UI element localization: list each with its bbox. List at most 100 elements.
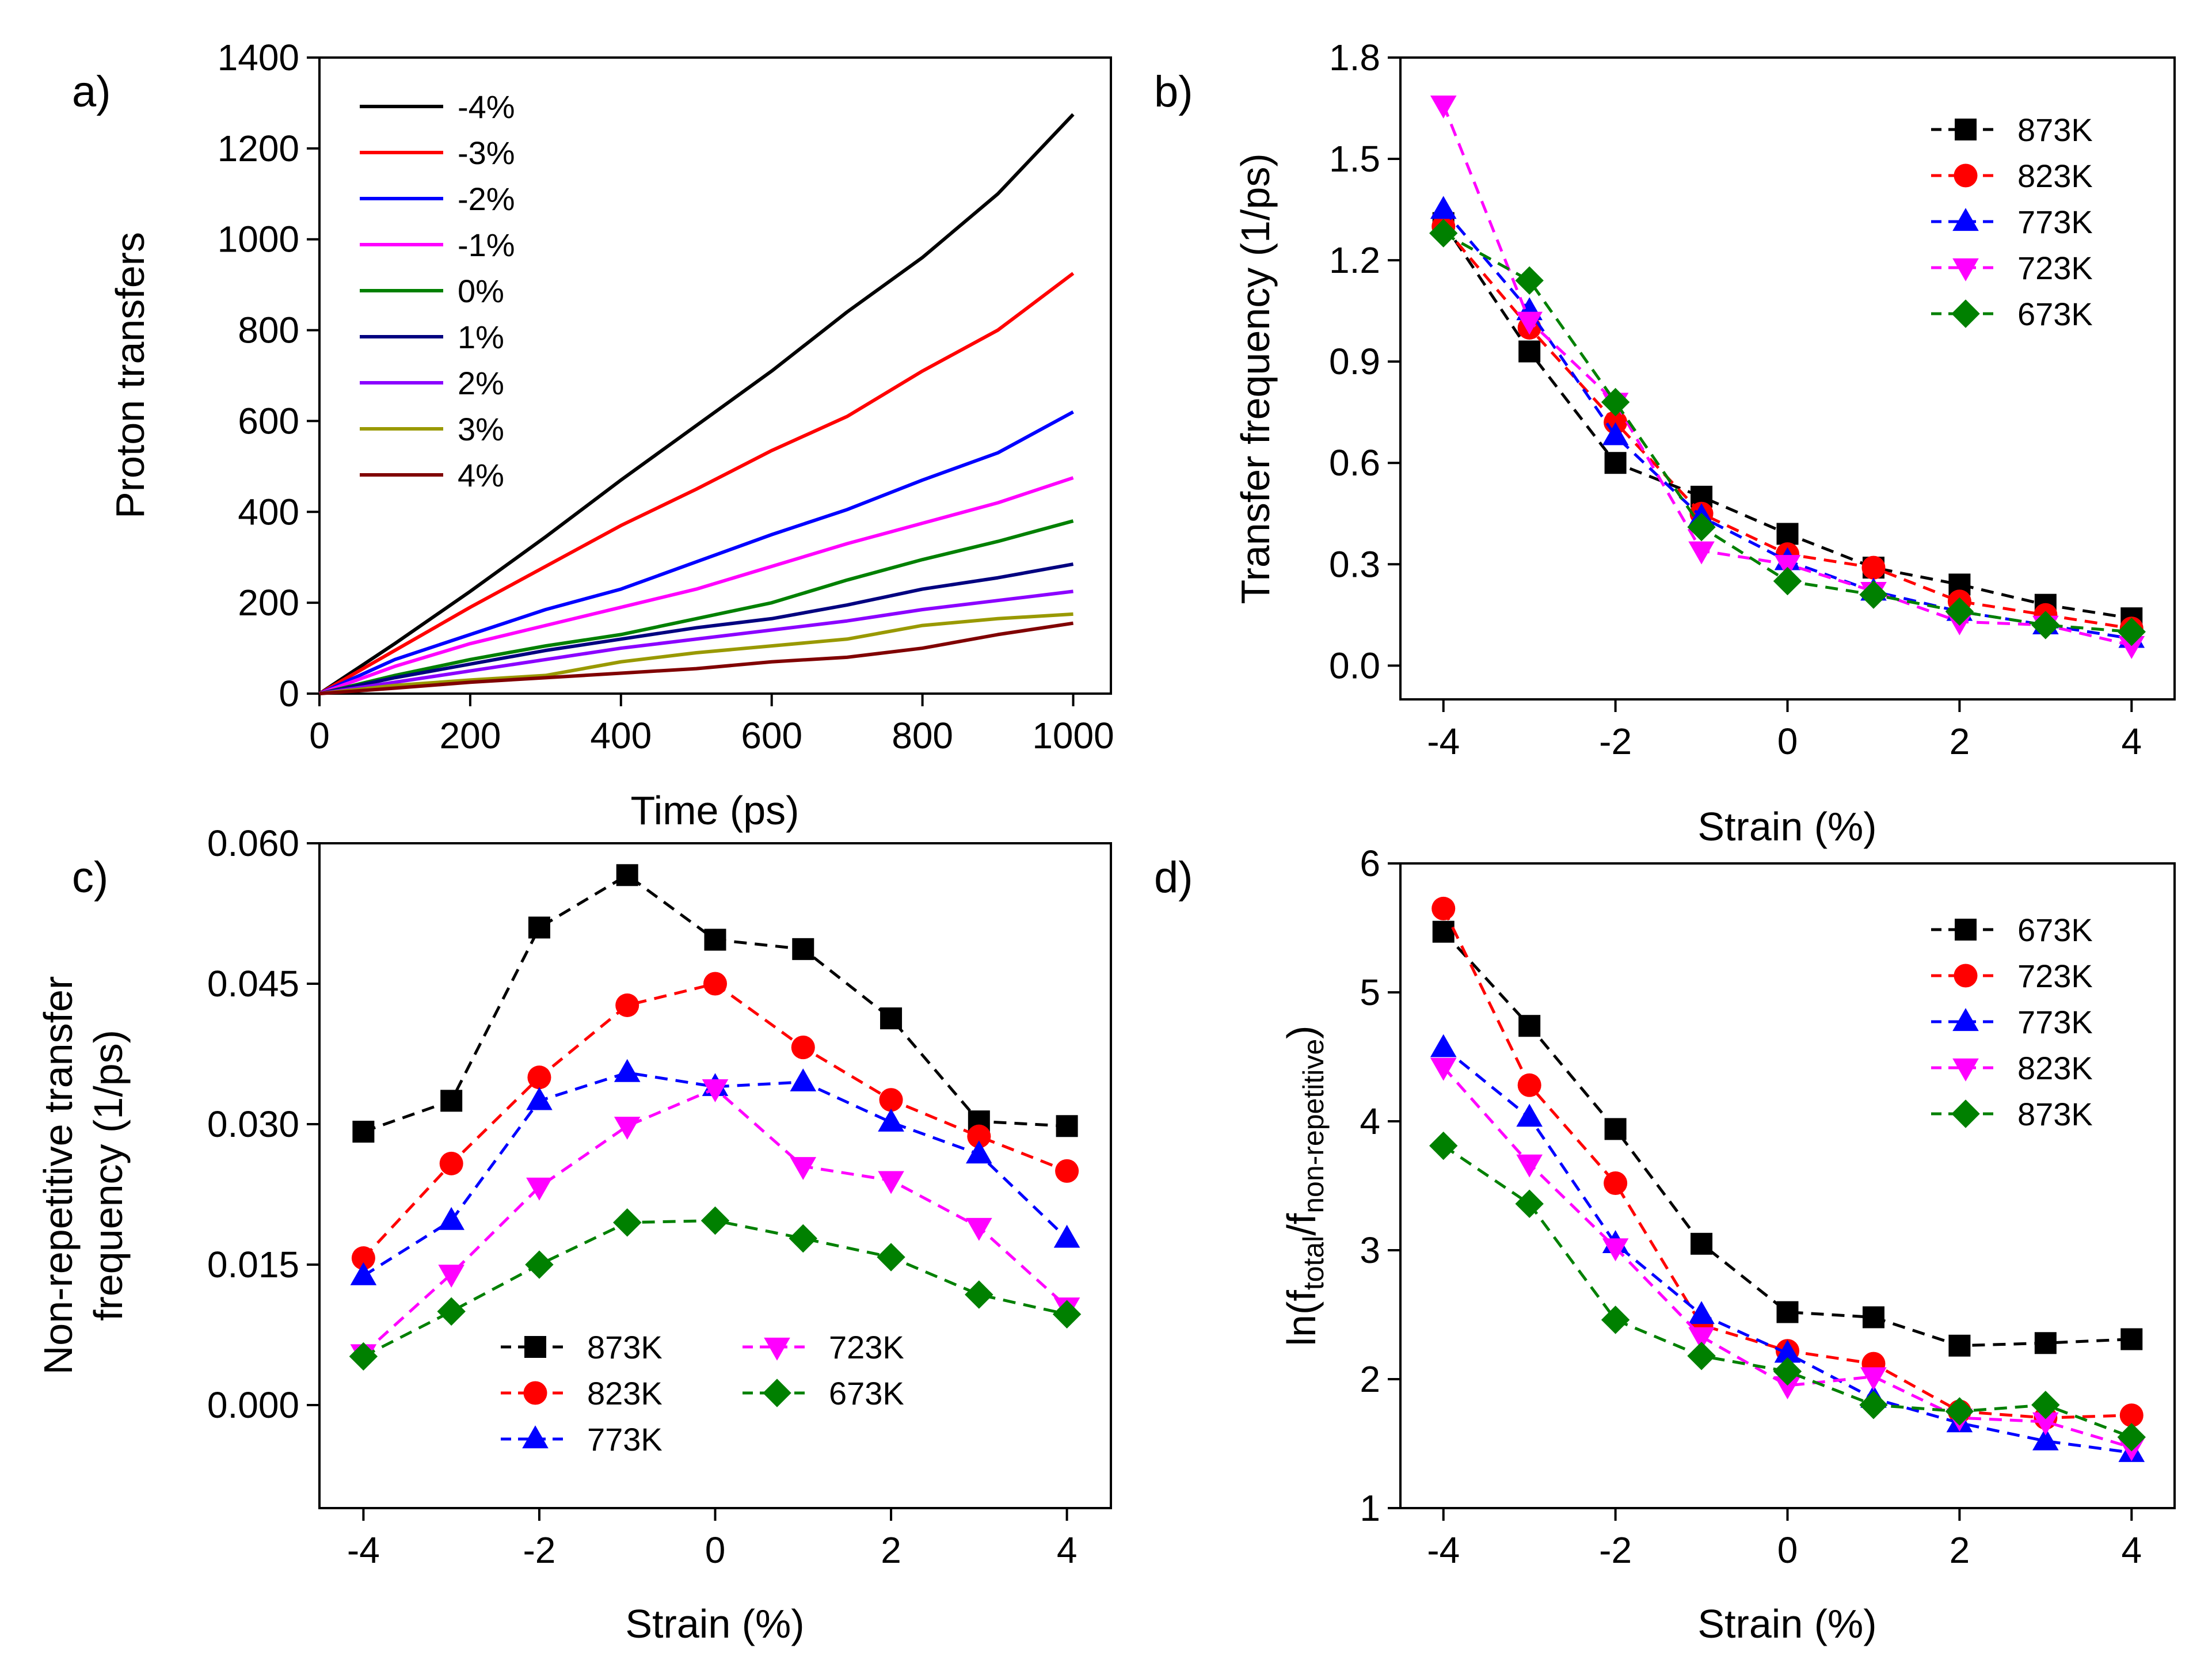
data-point-773K [790, 1068, 817, 1091]
data-point-723K [438, 1265, 465, 1288]
data-point-873K [1056, 1115, 1078, 1137]
data-point-873K [1945, 1397, 1974, 1426]
legend-marker-823K [523, 1381, 547, 1405]
data-point-873K [1687, 1341, 1716, 1371]
x-tick-label: -2 [523, 1529, 555, 1571]
panel-a: a) Time (ps) Proton transfers 0 200 400 600… [72, 37, 1114, 833]
legend-label-723K: 723K [2017, 958, 2093, 994]
legend-label-873K: 873K [2017, 112, 2093, 148]
legend-marker-773K [522, 1425, 549, 1449]
panel-c-series [349, 864, 1082, 1371]
x-tick-label: 2 [1950, 721, 1970, 762]
data-point-673K [1429, 219, 1458, 248]
series-line--4% [318, 113, 1075, 695]
x-tick-label: 800 [892, 715, 953, 756]
data-point-873K [792, 938, 814, 960]
data-point-773K [1053, 1224, 1080, 1248]
data-point-823K [351, 1246, 375, 1270]
legend-marker-723K [764, 1337, 790, 1361]
series-line-4% [319, 621, 1073, 695]
series-line-1% [319, 562, 1074, 695]
y-tick-label: 0.3 [1329, 543, 1380, 585]
series-line--3% [318, 272, 1075, 695]
data-point-873K [1776, 523, 1799, 545]
panel-d-y-title-sub2: non-repetitive [1297, 1039, 1330, 1213]
data-point-723K [1604, 1171, 1628, 1196]
legend-marker-723K [1954, 964, 1978, 988]
legend-label-673K: 673K [829, 1375, 904, 1411]
y-tick-label: 200 [238, 582, 299, 623]
panel-d-y-title-part1: ln(f [1279, 1290, 1324, 1346]
data-point-873K [2117, 1423, 2146, 1452]
data-point-673K [1776, 1301, 1799, 1323]
panel-a-plot-frame [318, 56, 1112, 695]
y-tick-label: 0.000 [207, 1384, 299, 1426]
data-point-773K [878, 1109, 904, 1132]
data-point-773K [614, 1059, 641, 1082]
panel-b-y-axis-title: Transfer frequency (1/ps) [1233, 153, 1278, 604]
series-line-823K [1442, 1066, 2132, 1449]
panel-b-ticks: -4 -2 0 2 4 0.0 0.3 0.6 0.9 1.2 1.5 1.8 [1329, 37, 2142, 762]
data-point-673K [1862, 1306, 1884, 1329]
data-point-673K [1948, 1334, 1971, 1357]
data-point-773K [1688, 1301, 1715, 1324]
panel-c: c) Strain (%) Non-repetitive transfer fr… [36, 823, 1112, 1646]
data-point-723K [1688, 541, 1715, 565]
y-tick-label: 4 [1360, 1101, 1380, 1142]
panel-b: b) Strain (%) Transfer frequency (1/ps) … [1154, 37, 2176, 849]
data-point-673K [1687, 513, 1716, 542]
y-tick-label: 0.060 [207, 823, 299, 864]
series-line--2% [318, 410, 1074, 695]
legend-marker-673K [1955, 919, 1977, 941]
panel-b-series [1429, 96, 2146, 659]
y-tick-label: 1200 [218, 128, 299, 169]
data-point-673K [613, 1208, 642, 1237]
data-point-723K [2119, 1403, 2144, 1428]
data-point-773K [1774, 1339, 1801, 1363]
x-tick-label: 0 [1777, 721, 1798, 762]
y-tick-label: 0.6 [1329, 442, 1380, 484]
series-line-673K [1442, 931, 2132, 1348]
data-point-673K [1859, 580, 1888, 609]
data-point-673K [965, 1280, 993, 1309]
data-point-673K [700, 1206, 730, 1235]
panel-d-label: d) [1154, 853, 1193, 902]
data-point-723K [1431, 896, 1456, 920]
legend-marker-673K [763, 1379, 791, 1407]
series-line-773K [1442, 1046, 2132, 1455]
data-point-873K [1773, 1357, 1802, 1386]
panel-d-legend: 673K 723K 773K 823K 873K [1931, 912, 2093, 1132]
legend-label-0%: 0% [458, 273, 504, 309]
series-line-773K [363, 1071, 1068, 1277]
legend-label-873K: 873K [2017, 1096, 2093, 1132]
legend-label-1%: 1% [458, 319, 504, 355]
data-point-673K [2031, 611, 2060, 640]
data-point-723K [878, 1171, 904, 1194]
data-point-723K [1430, 96, 1457, 119]
x-tick-label: 400 [590, 715, 652, 756]
data-point-823K [1860, 1367, 1887, 1391]
y-tick-label: 800 [238, 310, 299, 351]
data-point-673K [877, 1243, 905, 1272]
data-point-823K [703, 972, 728, 996]
legend-marker-773K [1952, 1008, 1979, 1031]
data-point-873K [880, 1007, 903, 1030]
y-tick-label: 600 [238, 400, 299, 441]
legend-label-3%: 3% [458, 411, 504, 447]
data-point-673K [1515, 266, 1544, 295]
data-point-873K [1515, 1189, 1544, 1219]
data-point-773K [966, 1140, 992, 1164]
y-tick-label: 2 [1360, 1358, 1380, 1400]
y-tick-label: 0 [279, 673, 299, 714]
data-point-873K [1601, 1305, 1630, 1334]
data-point-873K [1518, 340, 1541, 363]
y-tick-label: 1.8 [1329, 37, 1380, 78]
data-point-823K [2032, 1412, 2059, 1436]
data-point-773K [1430, 1034, 1457, 1057]
data-point-823K [1774, 1376, 1801, 1399]
data-point-673K [525, 1250, 554, 1279]
data-point-773K [1516, 1103, 1543, 1127]
legend-label--3%: -3% [458, 135, 515, 171]
legend-label-823K: 823K [587, 1375, 663, 1411]
x-tick-label: 4 [1057, 1529, 1078, 1571]
